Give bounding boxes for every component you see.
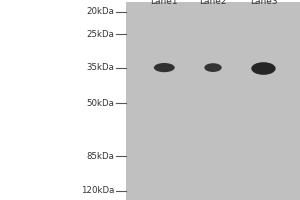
Ellipse shape	[251, 62, 276, 75]
Text: Lane2: Lane2	[199, 0, 227, 6]
Text: 120kDa: 120kDa	[81, 186, 114, 195]
Ellipse shape	[154, 63, 175, 72]
Text: 25kDa: 25kDa	[86, 30, 114, 39]
Text: Lane1: Lane1	[151, 0, 178, 6]
Ellipse shape	[204, 63, 222, 72]
Text: 85kDa: 85kDa	[86, 152, 114, 161]
Text: Lane3: Lane3	[250, 0, 277, 6]
Text: 35kDa: 35kDa	[86, 63, 114, 72]
Text: 50kDa: 50kDa	[86, 99, 114, 108]
Text: 20kDa: 20kDa	[86, 7, 114, 16]
Bar	[126, 2, 300, 200]
